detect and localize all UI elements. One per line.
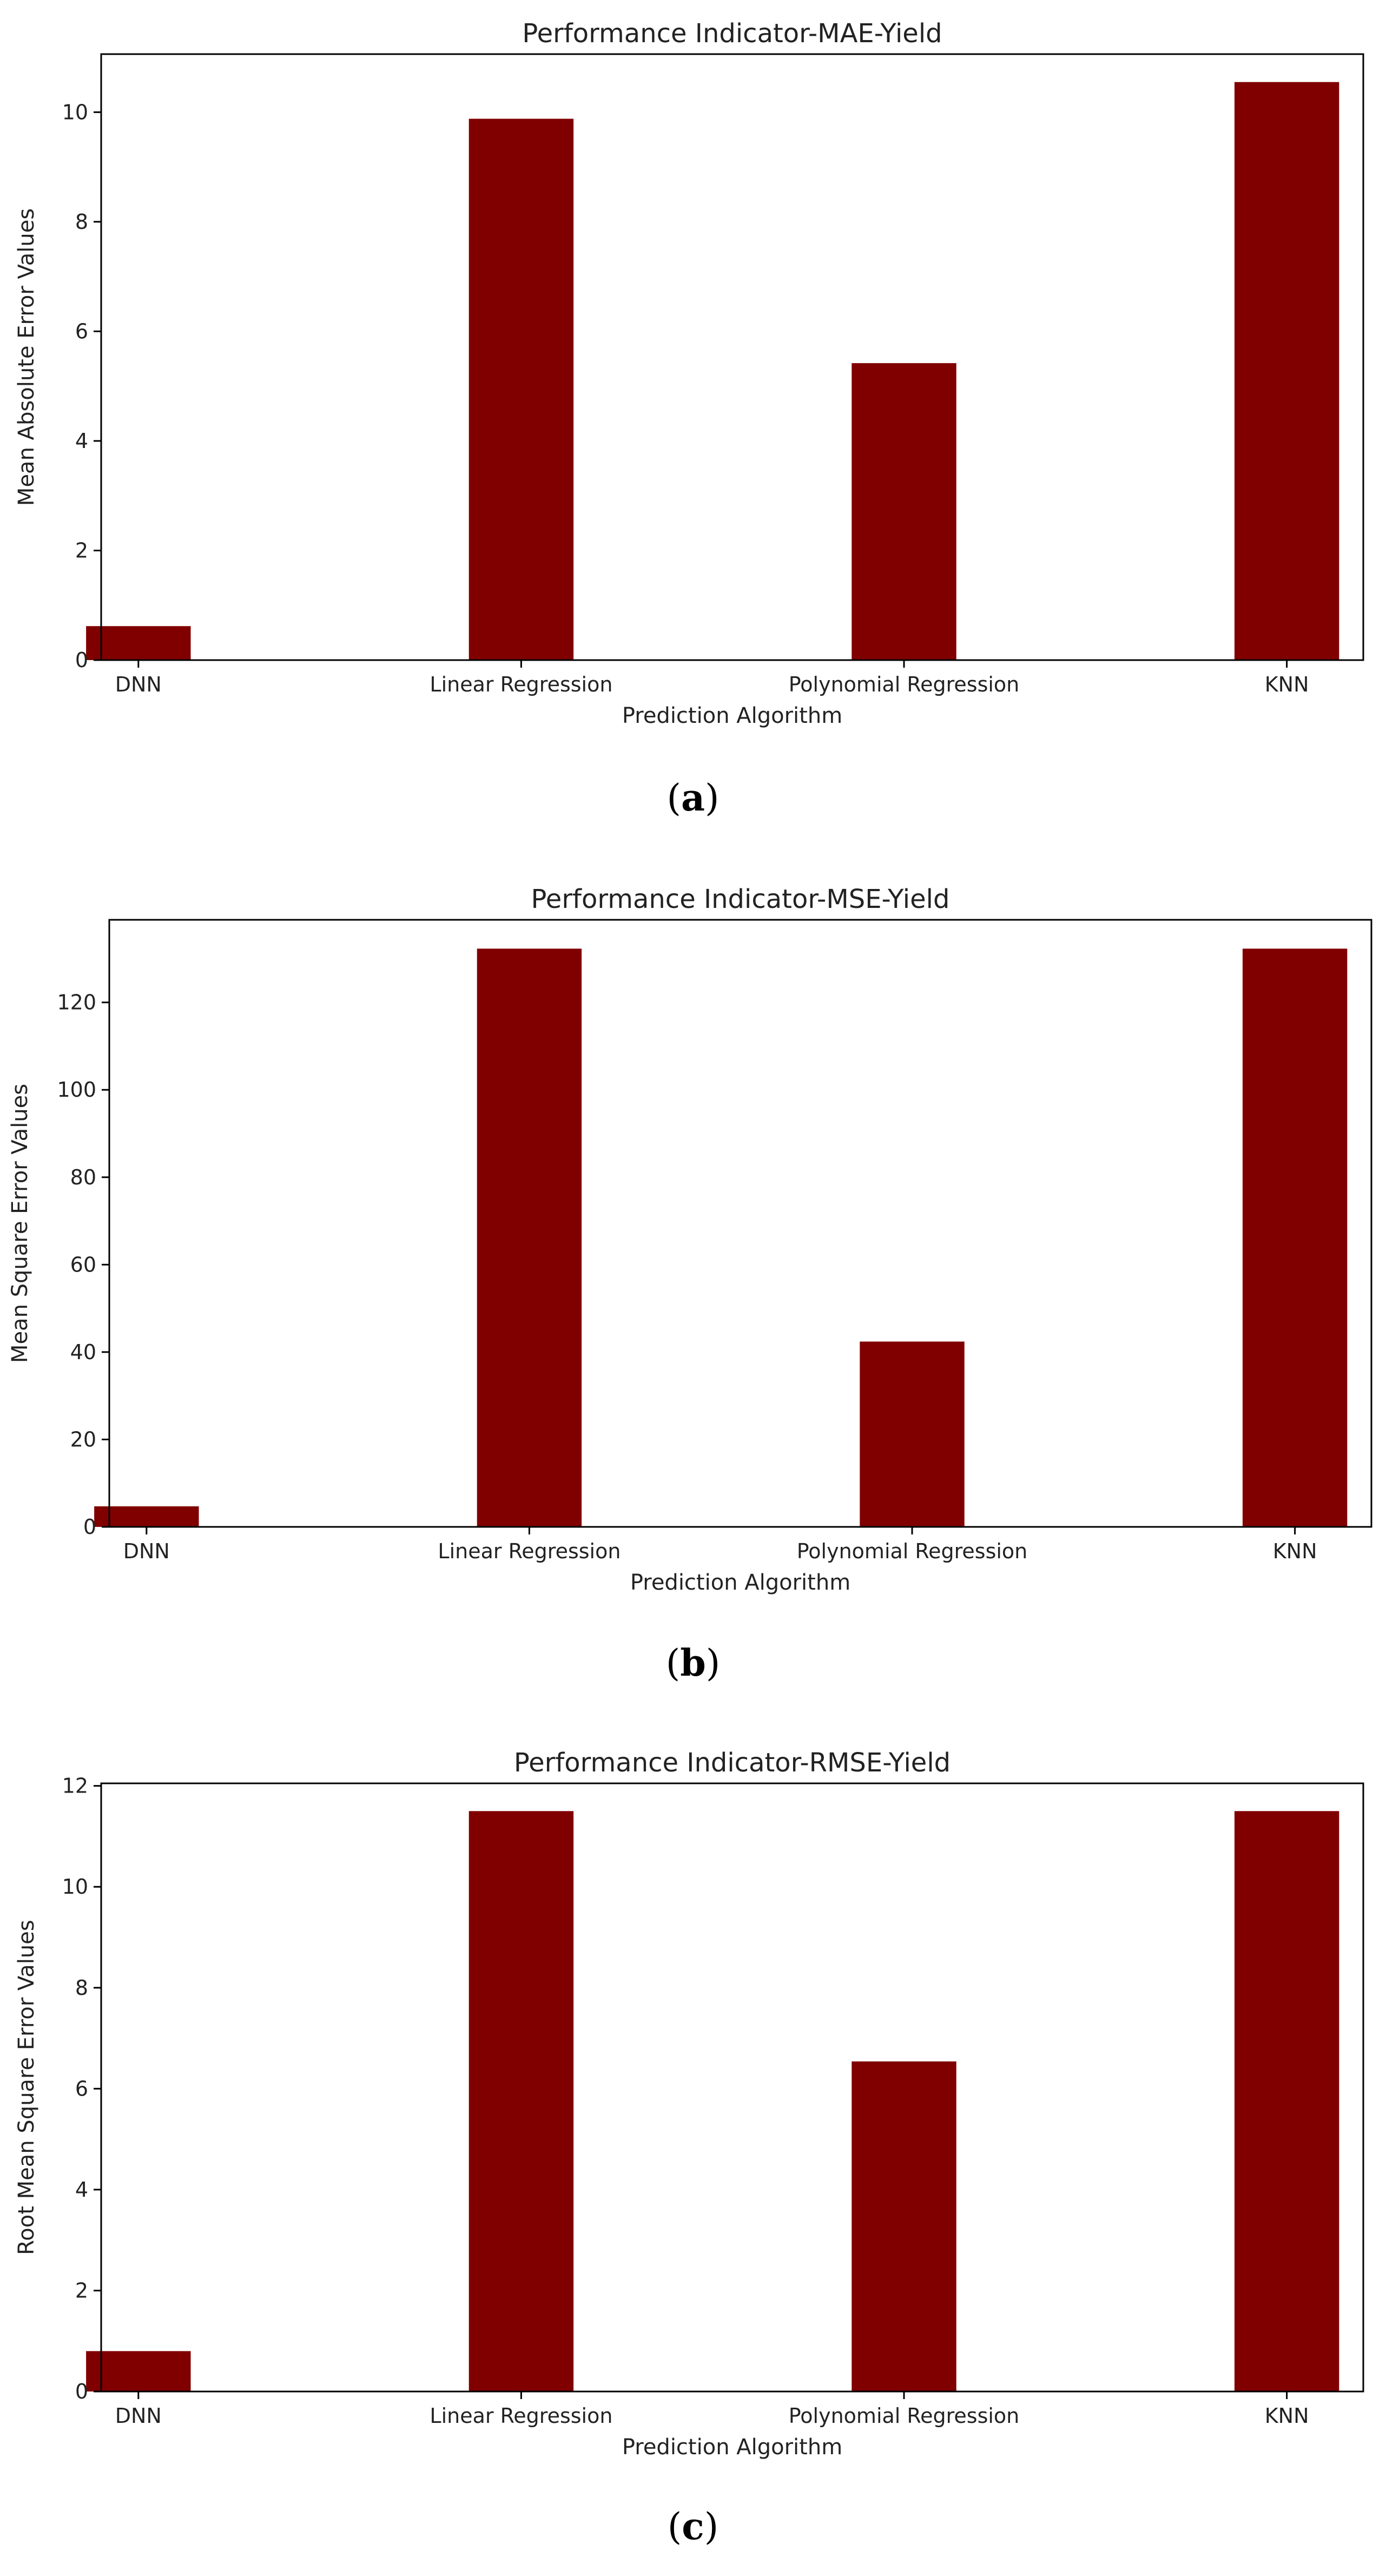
bar-knn xyxy=(1242,948,1348,1527)
plot-frame xyxy=(100,53,1364,661)
x-tick-label: Linear Regression xyxy=(430,673,612,696)
bar-dnn xyxy=(94,1506,199,1527)
bar-polynomial-regression xyxy=(860,1341,965,1527)
y-tick-label: 0 xyxy=(75,648,88,672)
caption-open: ( xyxy=(666,777,681,820)
chart-panel-a: 0 2 4 6 8 10 DNN Linear Regression Polynomial Re… xyxy=(14,18,1364,820)
x-tick-label: Polynomial Regression xyxy=(789,673,1020,696)
caption-close: ) xyxy=(705,777,720,820)
plot-frame xyxy=(108,919,1372,1528)
y-tick-label: 20 xyxy=(70,1427,96,1451)
y-axis-label: Mean Absolute Error Values xyxy=(14,208,39,506)
caption-letter: a xyxy=(681,776,705,820)
caption-close: ) xyxy=(706,1642,721,1685)
y-tick-label: 8 xyxy=(75,1976,88,2000)
bar-polynomial-regression xyxy=(852,2061,956,2391)
x-tick-label: Polynomial Regression xyxy=(797,1539,1028,1563)
y-tick-label: 0 xyxy=(75,2380,88,2403)
caption-open: ( xyxy=(668,2506,682,2548)
y-tick-label: 4 xyxy=(75,429,88,453)
y-tick-label: 8 xyxy=(75,210,88,234)
figure-caption: (b) xyxy=(666,1642,721,1685)
caption-letter: b xyxy=(680,1642,706,1685)
chart-title: Performance Indicator-MAE-Yield xyxy=(522,18,942,49)
y-tick-label: 6 xyxy=(75,319,88,343)
plot-frame xyxy=(100,1782,1364,2393)
bar-knn xyxy=(1234,82,1339,661)
y-tick-label: 2 xyxy=(75,2278,88,2302)
chart-panel-b: 0 20 40 60 80 100 120 DNN Linear Regression Polyn… xyxy=(8,884,1372,1685)
x-tick-label: DNN xyxy=(115,2404,162,2428)
caption-open: ( xyxy=(666,1642,681,1685)
x-tick-label: KNN xyxy=(1265,2404,1309,2428)
y-tick-label: 4 xyxy=(75,2178,88,2202)
y-axis-label: Root Mean Square Error Values xyxy=(14,1920,39,2255)
x-axis-label: Prediction Algorithm xyxy=(622,2435,842,2460)
y-tick-label: 120 xyxy=(57,991,96,1014)
y-tick-label: 60 xyxy=(70,1253,96,1276)
bar-linear-regression xyxy=(468,118,574,661)
y-tick-label: 0 xyxy=(83,1515,96,1539)
bar-linear-regression xyxy=(468,1811,574,2391)
figure-caption: (a) xyxy=(666,776,719,820)
x-tick-label: DNN xyxy=(115,673,162,696)
y-tick-label: 6 xyxy=(75,2077,88,2100)
y-tick-label: 10 xyxy=(62,100,88,124)
x-tick-label: KNN xyxy=(1265,673,1309,696)
y-tick-label: 10 xyxy=(62,1875,88,1899)
y-tick-label: 2 xyxy=(75,538,88,562)
y-tick-label: 12 xyxy=(62,1774,88,1798)
figure-caption: (c) xyxy=(668,2505,718,2548)
x-tick-label: Linear Regression xyxy=(438,1539,621,1563)
caption-close: ) xyxy=(704,2506,719,2548)
x-axis-label: Prediction Algorithm xyxy=(622,703,842,728)
bar-knn xyxy=(1234,1811,1339,2391)
caption-letter: c xyxy=(682,2505,704,2548)
x-tick-label: KNN xyxy=(1273,1539,1317,1563)
bar-linear-regression xyxy=(477,948,582,1527)
chart-title: Performance Indicator-RMSE-Yield xyxy=(514,1748,951,1778)
x-tick-label: Polynomial Regression xyxy=(789,2404,1020,2428)
x-tick-label: Linear Regression xyxy=(430,2404,612,2428)
y-axis-label: Mean Square Error Values xyxy=(8,1084,32,1363)
x-tick-label: DNN xyxy=(123,1539,170,1563)
bar-polynomial-regression xyxy=(852,363,956,660)
bar-dnn xyxy=(86,626,191,660)
bar-dnn xyxy=(86,2351,191,2391)
chart-title: Performance Indicator-MSE-Yield xyxy=(531,884,950,914)
x-axis-label: Prediction Algorithm xyxy=(630,1570,850,1595)
y-tick-label: 40 xyxy=(70,1340,96,1364)
y-tick-label: 100 xyxy=(57,1078,96,1102)
y-tick-label: 80 xyxy=(70,1165,96,1189)
chart-panel-c: 0 2 4 6 8 10 12 DNN Linear Regression Polynomial … xyxy=(14,1748,1364,2548)
